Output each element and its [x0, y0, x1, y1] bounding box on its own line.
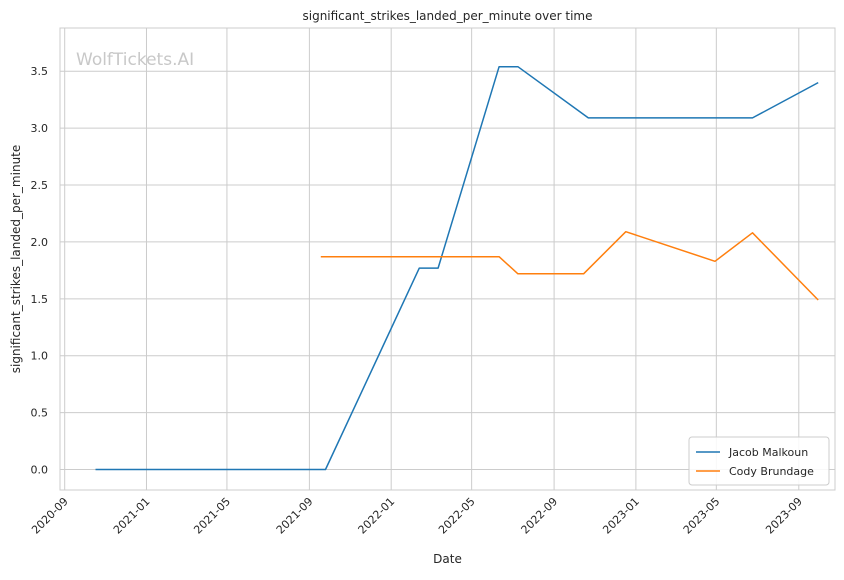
- y-tick-label: 2.5: [31, 179, 49, 192]
- x-tick-label: 2022-05: [436, 495, 478, 537]
- x-tick-label: 2021-09: [274, 495, 316, 537]
- y-tick-label: 0.0: [31, 464, 49, 477]
- plot-frame: [59, 27, 836, 491]
- legend[interactable]: Jacob Malkoun Cody Brundage: [688, 436, 830, 486]
- x-tick-label: 2023-01: [600, 495, 642, 537]
- x-tick-label: 2023-05: [681, 495, 723, 537]
- y-tick-label: 1.5: [31, 293, 49, 306]
- y-axis-label: significant_strikes_landed_per_minute: [9, 145, 23, 374]
- x-tick-label: 2021-05: [191, 495, 233, 537]
- chart-title: significant_strikes_landed_per_minute ov…: [302, 9, 592, 23]
- y-tick-label: 1.0: [31, 350, 49, 363]
- x-axis: 2020-09 2021-01 2021-05 2021-09 2022-01 2022-…: [29, 495, 805, 537]
- legend-label: Jacob Malkoun: [728, 446, 808, 459]
- x-tick-label: 2021-01: [111, 495, 153, 537]
- y-tick-label: 2.0: [31, 236, 49, 249]
- y-tick-label: 3.0: [31, 122, 49, 135]
- y-axis: 0.0 0.5 1.0 1.5 2.0 2.5 3.0 3.5: [31, 65, 49, 476]
- series-line-0: [95, 65, 819, 471]
- x-tick-label: 2022-09: [519, 495, 561, 537]
- series-layer: [95, 65, 819, 471]
- legend-label: Cody Brundage: [729, 465, 814, 478]
- x-axis-label: Date: [433, 552, 462, 566]
- x-tick-label: 2022-01: [356, 495, 398, 537]
- x-tick-label: 2023-09: [763, 495, 805, 537]
- y-tick-label: 0.5: [31, 407, 49, 420]
- x-tick-label: 2020-09: [29, 495, 71, 537]
- y-tick-label: 3.5: [31, 65, 49, 78]
- legend-box: [688, 436, 830, 486]
- series-line-1: [320, 230, 819, 301]
- watermark: WolfTickets.AI: [76, 50, 194, 70]
